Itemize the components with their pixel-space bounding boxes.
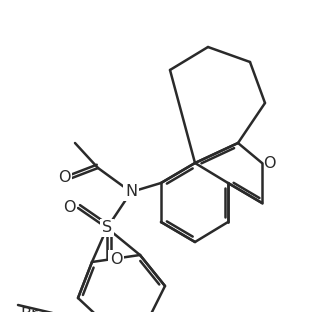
Text: O: O xyxy=(58,169,70,184)
Text: O: O xyxy=(63,199,75,215)
Text: S: S xyxy=(102,221,112,236)
Text: O: O xyxy=(263,155,275,170)
Text: O: O xyxy=(110,251,122,266)
Text: N: N xyxy=(125,184,137,199)
Text: Br: Br xyxy=(20,307,38,312)
